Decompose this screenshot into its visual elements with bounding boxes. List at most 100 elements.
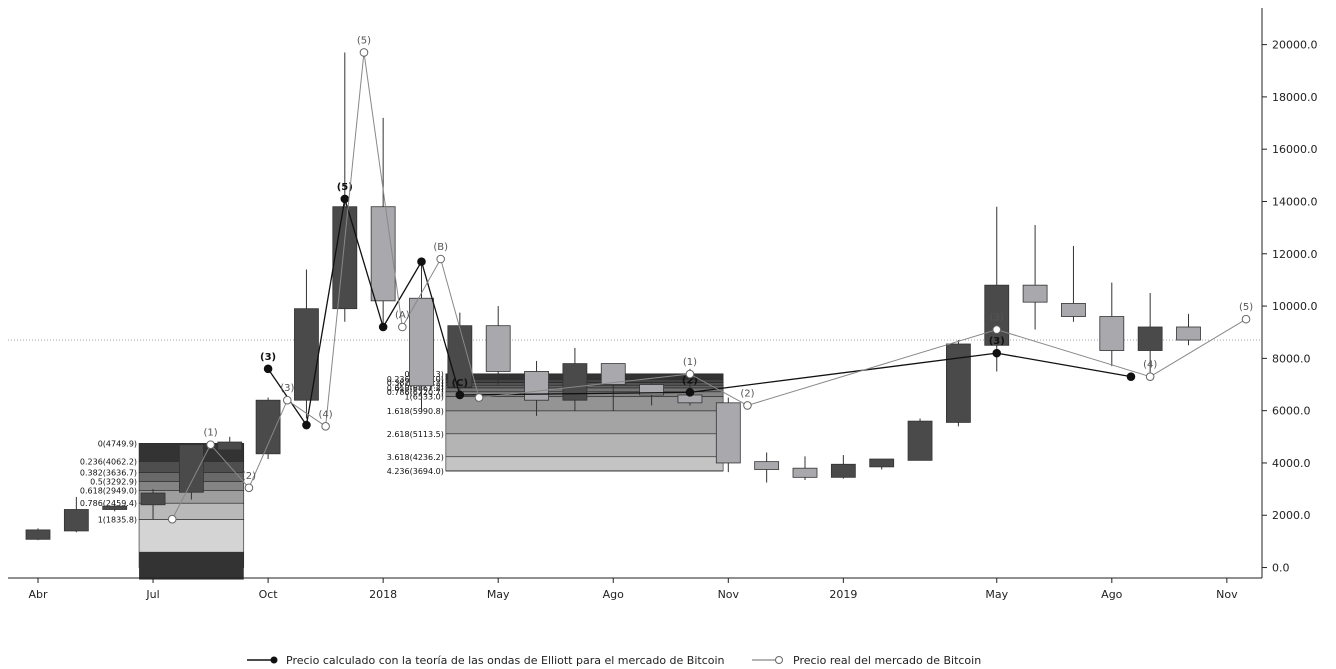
fib-level-label: 0.786(6720.7) xyxy=(387,388,444,397)
x-tick-label: Nov xyxy=(718,588,740,601)
real-point xyxy=(244,483,254,493)
real-point xyxy=(992,325,1002,334)
fib-level-label: 0.236(4062.2) xyxy=(80,457,137,466)
wave-label: (1) xyxy=(683,357,697,368)
real-point xyxy=(1241,314,1251,324)
candle-body xyxy=(830,463,856,478)
x-tick-label: Jul xyxy=(145,588,159,601)
wave-series-layer: (3) (5) (C) (2) (3) (1) (2) (3) (4) (5) (A) (B) (1) (… xyxy=(167,35,1253,524)
candle-body xyxy=(984,284,1010,346)
candle-body xyxy=(25,529,51,540)
x-tick-label: Ago xyxy=(1101,588,1123,601)
wave-label: (3) xyxy=(280,383,294,394)
fib-level-label: 0.5(3292.9) xyxy=(90,477,137,486)
calc-point xyxy=(1126,372,1136,381)
wave-label: (2) xyxy=(740,388,754,399)
fib-level-label: 2.618(5113.5) xyxy=(387,430,444,439)
candle-body xyxy=(485,325,511,372)
candle-body xyxy=(217,441,243,451)
wave-label: (5) xyxy=(1239,302,1253,313)
real-point xyxy=(743,401,752,410)
legend: Precio calculado con la teoría de las on… xyxy=(247,654,981,667)
candle-body xyxy=(1176,326,1201,341)
legend-real-marker xyxy=(775,656,783,664)
y-tick-label: 4000.0 xyxy=(1272,457,1311,470)
y-tick-label: 16000.0 xyxy=(1272,143,1318,156)
fibonacci-retracement-layer: 0(4749.9) 0.236(4062.2) 0.382(3636.7)0.5(3… xyxy=(80,370,724,580)
real-point xyxy=(282,395,292,405)
calc-point xyxy=(263,364,273,374)
fib-level-label: 1(1835.8) xyxy=(98,516,137,525)
candle-body xyxy=(332,206,358,310)
real-point xyxy=(436,254,445,264)
legend-real-label: Precio real del mercado de Bitcoin xyxy=(793,654,981,667)
y-tick-label: 2000.0 xyxy=(1272,509,1311,522)
calc-point xyxy=(378,322,388,332)
x-tick-label: May xyxy=(487,588,510,601)
fib-base-band xyxy=(139,551,244,580)
y-tick-label: 14000.0 xyxy=(1272,195,1318,208)
calc-point xyxy=(417,257,426,266)
candle-body xyxy=(524,371,549,401)
real-point xyxy=(398,322,407,332)
fib-level-label: 0.618(6867.2) xyxy=(387,384,444,393)
fib-band xyxy=(445,456,724,472)
y-tick-label: 10000.0 xyxy=(1272,300,1318,313)
candle-body xyxy=(946,343,971,423)
fib-level-label: 1.618(5990.8) xyxy=(387,407,444,416)
candle-body xyxy=(600,363,626,385)
candle-body xyxy=(255,399,281,455)
wave-label: (3) xyxy=(260,352,276,363)
real-point xyxy=(206,440,215,449)
fib-level-label: 1(6533.0) xyxy=(405,393,444,402)
candle-body xyxy=(715,402,741,464)
x-tick-label: Nov xyxy=(1216,588,1238,601)
real-point xyxy=(321,422,330,431)
candle-body xyxy=(140,492,166,506)
legend-calc-label: Precio calculado con la teoría de las on… xyxy=(286,654,725,667)
real-point xyxy=(167,514,177,524)
calc-point xyxy=(685,388,695,397)
candle-body xyxy=(1061,303,1086,317)
candle-body xyxy=(102,505,128,510)
y-tick-label: 8000.0 xyxy=(1272,352,1311,365)
real-series-line xyxy=(171,52,1247,520)
wave-label: (A) xyxy=(395,310,410,321)
candle-body xyxy=(754,461,780,470)
fib-level-label: 0.618(2949.0) xyxy=(80,486,137,495)
real-point xyxy=(359,48,369,57)
fib-band xyxy=(445,433,724,458)
x-tick-label: Abr xyxy=(28,588,48,601)
x-tick-label: 2018 xyxy=(369,588,397,601)
wave-label: (C) xyxy=(452,378,468,389)
wave-label: (4) xyxy=(319,409,333,420)
calc-point xyxy=(302,420,311,430)
fib-band xyxy=(138,502,245,520)
wave-label: (5) xyxy=(337,182,353,193)
real-point xyxy=(1145,372,1155,381)
calc-point xyxy=(340,194,350,204)
fib-band xyxy=(445,410,724,435)
candle-body xyxy=(907,420,933,461)
fib-level-label: 0(4749.9) xyxy=(98,439,137,448)
wave-label: (3) xyxy=(990,313,1004,324)
wave-label: (B) xyxy=(433,242,448,253)
candle-body xyxy=(178,444,204,493)
candle-body xyxy=(1137,326,1163,351)
calc-point xyxy=(992,348,1002,358)
y-tick-label: 12000.0 xyxy=(1272,248,1318,261)
candlestick-layer xyxy=(25,52,1201,541)
x-tick-label: Ago xyxy=(603,588,625,601)
candle-body xyxy=(1022,284,1048,303)
legend-calc-marker xyxy=(270,656,278,664)
wave-label: (5) xyxy=(357,35,371,46)
fib-level-label: 0.382(3636.7) xyxy=(80,468,137,477)
candle-body xyxy=(1099,316,1125,351)
real-point xyxy=(474,393,484,402)
candle-body xyxy=(562,363,588,401)
candle-body xyxy=(409,297,434,387)
fib-level-label: 0.786(2459.4) xyxy=(80,499,137,508)
x-tick-label: May xyxy=(985,588,1008,601)
y-tick-label: 6000.0 xyxy=(1272,405,1311,418)
candle-body xyxy=(294,308,319,401)
